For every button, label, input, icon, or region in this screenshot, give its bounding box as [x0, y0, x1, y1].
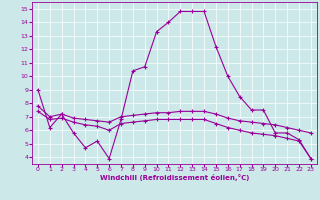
X-axis label: Windchill (Refroidissement éolien,°C): Windchill (Refroidissement éolien,°C): [100, 174, 249, 181]
